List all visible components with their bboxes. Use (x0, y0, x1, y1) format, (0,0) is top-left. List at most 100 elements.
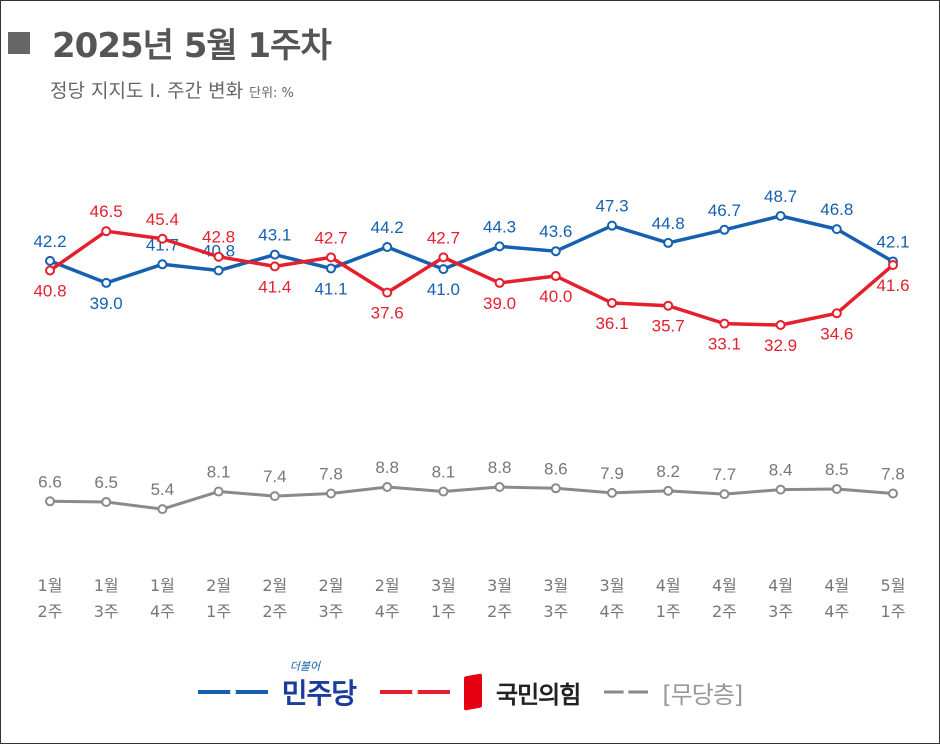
data-point (382, 287, 393, 298)
data-point (663, 237, 674, 248)
data-point (719, 489, 730, 500)
data-point (157, 259, 168, 270)
x-tick-label: 5월 (881, 576, 906, 595)
title-text: 2025년 5월 1주차 (52, 26, 332, 66)
x-tick-label: 4주 (150, 602, 175, 621)
x-tick-label: 1주 (656, 602, 681, 621)
data-point (494, 277, 505, 288)
x-tick-label: 1주 (206, 602, 231, 621)
data-label: 8.1 (432, 463, 456, 482)
x-tick-label: 3월 (543, 576, 568, 595)
square-bullet-icon (8, 31, 30, 54)
data-point (494, 241, 505, 252)
legend-item-independent: [무당층] (604, 675, 743, 710)
data-label: 7.4 (263, 467, 287, 486)
legend-label-independent: [무당층] (662, 680, 743, 709)
x-tick-label: 2월 (206, 576, 231, 595)
data-label: 34.6 (820, 324, 853, 343)
unit-label: 단위: % (249, 86, 294, 101)
x-tick-label: 3주 (768, 602, 793, 621)
data-label: 8.2 (656, 462, 680, 481)
x-tick-label: 4주 (375, 602, 400, 621)
x-tick-label: 2주 (712, 602, 737, 621)
legend-label-ppp: 국민의힘 (495, 680, 581, 709)
x-tick-label: 4월 (824, 576, 849, 595)
series-line-1 (48, 229, 895, 327)
data-label: 44.3 (483, 217, 516, 236)
data-point (831, 308, 842, 319)
data-label: 43.6 (539, 222, 572, 241)
series-line-0 (49, 214, 894, 285)
x-tick-label: 1월 (150, 576, 175, 595)
data-label: 41.6 (876, 276, 909, 295)
data-label: 41.4 (258, 277, 291, 296)
data-point (607, 220, 617, 231)
data-label: 43.1 (258, 226, 291, 245)
data-label: 37.6 (371, 304, 404, 323)
data-label: 42.7 (427, 228, 460, 247)
data-point (326, 263, 336, 274)
data-label: 7.9 (600, 464, 624, 483)
data-label: 41.1 (314, 279, 347, 298)
data-label: 6.5 (94, 473, 118, 492)
data-label: 46.7 (708, 201, 741, 220)
data-point (775, 484, 786, 495)
data-label: 40.0 (539, 287, 572, 306)
data-point (269, 261, 280, 272)
data-label: 8.6 (544, 459, 568, 478)
x-tick-label: 4주 (600, 602, 625, 621)
data-label: 44.8 (652, 214, 685, 233)
data-point (888, 259, 898, 270)
data-point (831, 483, 842, 494)
data-label: 7.8 (319, 465, 343, 484)
data-label: 39.0 (90, 294, 123, 313)
legend-line-gray-icon (604, 689, 649, 695)
data-label: 5.4 (151, 480, 175, 499)
x-tick-label: 2월 (375, 576, 400, 595)
data-point (45, 265, 55, 276)
data-point (775, 211, 786, 221)
data-label: 42.1 (876, 233, 909, 252)
data-label: 45.4 (146, 210, 179, 229)
legend: 더불어 민주당 국민의힘 [무당층] (0, 660, 940, 712)
x-tick-label: 3월 (600, 576, 625, 595)
data-point (382, 242, 393, 253)
data-label: 6.6 (38, 472, 62, 491)
data-point (213, 251, 224, 262)
data-label: 8.8 (375, 458, 399, 477)
data-label: 46.5 (90, 202, 123, 221)
x-tick-label: 3주 (319, 602, 344, 621)
legend-item-minjoo: 더불어 민주당 (197, 660, 357, 712)
data-label: 7.8 (881, 465, 905, 484)
x-tick-label: 1월 (94, 576, 119, 595)
x-tick-label: 2주 (38, 602, 63, 621)
x-tick-label: 3월 (431, 576, 456, 595)
data-point (101, 277, 112, 288)
data-label: 44.2 (371, 218, 404, 237)
data-point (101, 226, 112, 237)
legend-line-red-icon (379, 689, 450, 695)
x-tick-label: 2주 (487, 602, 512, 621)
ppp-logo-icon (463, 673, 482, 711)
data-label: 42.8 (202, 228, 235, 247)
data-label: 8.5 (825, 460, 849, 479)
data-point (775, 320, 786, 331)
data-point (663, 300, 674, 311)
data-point (269, 491, 280, 502)
data-point (607, 297, 617, 308)
data-point (550, 246, 561, 257)
data-label: 40.8 (33, 282, 66, 301)
line-chart: 42.239.041.7 40.843.141.144.241.044.3 43.6… (33, 187, 909, 621)
data-point (213, 486, 224, 497)
x-tick-label: 2월 (262, 576, 287, 595)
data-point (213, 265, 224, 276)
data-label: 42.7 (314, 228, 347, 247)
minjoo-logo: 더불어 민주당 (281, 660, 357, 712)
data-point (382, 482, 393, 492)
data-label: 48.7 (764, 187, 797, 206)
data-label: 39.0 (483, 294, 516, 313)
subtitle-text: 정당 지지도 Ⅰ. 주간 변화 (50, 80, 244, 102)
data-label: 47.3 (595, 197, 628, 216)
data-label: 41.0 (427, 280, 460, 299)
legend-label-minjoo: 민주당 (281, 677, 357, 710)
